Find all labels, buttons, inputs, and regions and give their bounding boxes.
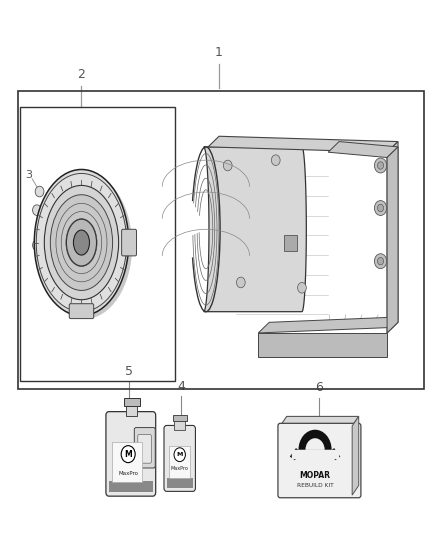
Bar xyxy=(126,405,138,416)
Polygon shape xyxy=(208,136,398,152)
Circle shape xyxy=(297,282,306,293)
Circle shape xyxy=(378,204,384,212)
Wedge shape xyxy=(298,430,332,450)
Text: M: M xyxy=(177,452,183,457)
Text: 2: 2 xyxy=(78,69,85,82)
Text: 4: 4 xyxy=(177,380,185,393)
Circle shape xyxy=(374,254,387,269)
FancyBboxPatch shape xyxy=(138,434,151,463)
Circle shape xyxy=(272,155,280,165)
Polygon shape xyxy=(352,416,359,495)
Text: M: M xyxy=(124,450,132,459)
Polygon shape xyxy=(258,317,398,333)
Circle shape xyxy=(121,446,135,463)
Polygon shape xyxy=(204,147,306,312)
Bar xyxy=(169,446,190,478)
Circle shape xyxy=(374,158,387,173)
Text: MaxPro: MaxPro xyxy=(171,466,189,471)
Polygon shape xyxy=(387,147,398,333)
Circle shape xyxy=(174,448,185,462)
Bar xyxy=(113,442,142,482)
Text: 1: 1 xyxy=(215,46,223,59)
Ellipse shape xyxy=(34,169,129,316)
Text: REBUILD KIT: REBUILD KIT xyxy=(297,483,333,488)
Circle shape xyxy=(223,160,232,171)
Ellipse shape xyxy=(36,173,127,312)
Bar xyxy=(174,420,185,430)
Text: 6: 6 xyxy=(315,381,323,394)
Polygon shape xyxy=(328,142,398,158)
Bar xyxy=(166,478,193,488)
Wedge shape xyxy=(305,438,325,450)
Bar xyxy=(109,481,152,492)
Polygon shape xyxy=(258,333,387,357)
Ellipse shape xyxy=(67,219,96,266)
Circle shape xyxy=(378,162,384,169)
FancyBboxPatch shape xyxy=(134,427,155,468)
FancyBboxPatch shape xyxy=(69,304,94,319)
Bar xyxy=(124,398,140,406)
FancyBboxPatch shape xyxy=(278,423,361,498)
Ellipse shape xyxy=(44,185,119,300)
Bar xyxy=(18,91,424,389)
FancyBboxPatch shape xyxy=(122,229,137,256)
Circle shape xyxy=(32,205,41,215)
Circle shape xyxy=(32,240,41,251)
Polygon shape xyxy=(387,142,398,333)
Ellipse shape xyxy=(50,195,113,290)
Bar xyxy=(285,235,297,251)
Text: 3: 3 xyxy=(25,170,32,180)
Text: 5: 5 xyxy=(126,365,134,378)
Circle shape xyxy=(378,257,384,265)
Circle shape xyxy=(237,277,245,288)
FancyBboxPatch shape xyxy=(106,411,155,496)
Bar xyxy=(173,415,187,421)
Circle shape xyxy=(374,200,387,215)
Circle shape xyxy=(35,222,44,233)
Ellipse shape xyxy=(74,230,89,255)
Text: MOPAR: MOPAR xyxy=(300,472,331,480)
Ellipse shape xyxy=(38,173,132,319)
Bar xyxy=(20,107,175,381)
FancyBboxPatch shape xyxy=(164,425,195,491)
Polygon shape xyxy=(280,416,359,426)
Text: MaxPro: MaxPro xyxy=(118,471,138,476)
Circle shape xyxy=(35,186,44,197)
